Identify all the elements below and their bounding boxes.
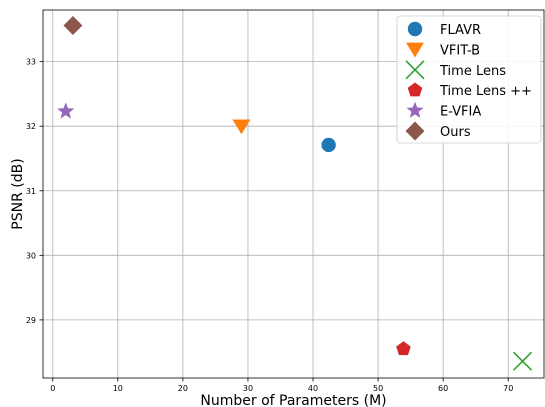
y-tick-label: 30 bbox=[26, 251, 36, 260]
x-tick-label: 40 bbox=[308, 384, 318, 393]
y-tick-label: 31 bbox=[26, 187, 36, 196]
data-points bbox=[57, 16, 533, 371]
x-tick-label: 60 bbox=[438, 384, 448, 393]
x-tick-label: 20 bbox=[178, 384, 188, 393]
x-tick-label: 50 bbox=[373, 384, 383, 393]
x-tick-label: 70 bbox=[503, 384, 513, 393]
legend-label: VFIT-B bbox=[440, 43, 480, 58]
legend-frame bbox=[396, 15, 542, 144]
legend-marker-e-vfia bbox=[406, 101, 424, 118]
point-e-vfia bbox=[57, 102, 75, 119]
plot-frame bbox=[42, 9, 545, 379]
point-time-lens bbox=[396, 341, 411, 356]
legend: FLAVR VFIT-B Time Lens Time Lens ++ E-VFIA Ou… bbox=[396, 15, 542, 144]
legend-marker-time-lens bbox=[405, 60, 425, 80]
x-axis-label: Number of Parameters (M) bbox=[200, 393, 386, 407]
y-axis-ticks: 29 30 31 32 33 bbox=[26, 58, 43, 325]
legend-label: E-VFIA bbox=[440, 105, 481, 120]
point-flavr bbox=[321, 137, 336, 153]
legend-marker-flavr bbox=[407, 21, 423, 37]
y-axis-label: PSNR (dB) bbox=[10, 158, 26, 229]
point-time-lens bbox=[512, 351, 533, 371]
x-tick-label: 10 bbox=[113, 384, 123, 393]
legend-marker-ours bbox=[405, 121, 425, 141]
x-marker-stroke bbox=[512, 351, 533, 371]
x-tick-label: 30 bbox=[243, 384, 253, 393]
y-tick-label: 33 bbox=[26, 58, 36, 67]
legend-label: Time Lens ++ bbox=[439, 84, 532, 99]
y-tick-label: 32 bbox=[26, 122, 36, 131]
point-ours bbox=[63, 16, 83, 35]
point-vfit-b bbox=[232, 119, 251, 135]
x-marker-stroke bbox=[405, 60, 425, 80]
y-tick-label: 29 bbox=[26, 316, 36, 325]
legend-label: Time Lens bbox=[439, 64, 506, 79]
legend-label: FLAVR bbox=[440, 23, 481, 38]
x-axis-ticks: 0 10 20 30 40 50 60 70 bbox=[50, 378, 513, 393]
legend-marker-time-lens bbox=[407, 82, 423, 97]
legend-marker-vfit-b bbox=[406, 42, 424, 58]
x-tick-label: 0 bbox=[50, 384, 55, 393]
legend-label: Ours bbox=[440, 125, 471, 140]
